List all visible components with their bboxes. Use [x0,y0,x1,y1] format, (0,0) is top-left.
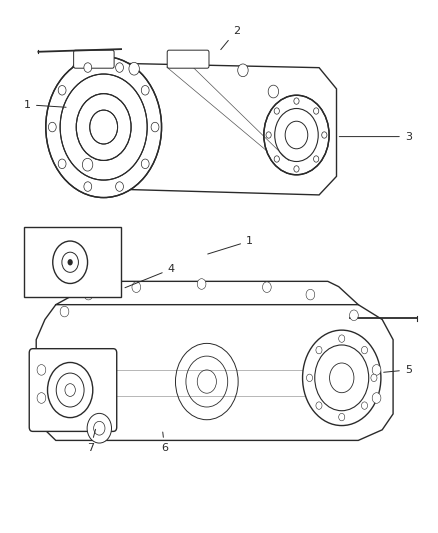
Text: 6: 6 [161,432,168,453]
Circle shape [339,414,345,421]
Circle shape [372,393,381,403]
Circle shape [82,158,93,171]
Circle shape [141,159,149,168]
FancyBboxPatch shape [74,50,114,68]
Text: 4: 4 [125,264,175,288]
Circle shape [67,259,73,265]
Circle shape [266,132,271,138]
FancyBboxPatch shape [29,349,117,431]
Text: 1: 1 [208,236,253,254]
Circle shape [262,282,271,293]
Circle shape [141,85,149,95]
Circle shape [46,56,162,198]
Text: 7: 7 [87,429,95,453]
Circle shape [307,374,313,382]
Circle shape [361,346,367,354]
Circle shape [60,306,69,317]
Bar [24,227,120,297]
Circle shape [372,365,381,375]
Circle shape [350,310,358,320]
Circle shape [37,393,46,403]
Text: 2: 2 [221,26,240,50]
Circle shape [53,241,88,284]
Circle shape [132,282,141,293]
Circle shape [314,108,319,114]
Circle shape [306,289,315,300]
Circle shape [339,335,345,342]
Text: 5: 5 [384,365,412,375]
Circle shape [274,108,279,114]
Circle shape [116,182,124,191]
Polygon shape [58,62,336,195]
Circle shape [294,166,299,172]
Circle shape [84,182,92,191]
Polygon shape [36,305,393,440]
Circle shape [264,95,329,175]
Circle shape [47,362,93,418]
Circle shape [314,156,319,162]
Circle shape [151,122,159,132]
Circle shape [58,159,66,168]
Circle shape [371,374,377,382]
Circle shape [268,85,279,98]
Circle shape [316,346,322,354]
Circle shape [274,156,279,162]
Circle shape [322,132,327,138]
Circle shape [129,62,139,75]
Circle shape [361,402,367,409]
Circle shape [303,330,381,425]
Text: 1: 1 [24,100,66,110]
Circle shape [238,64,248,77]
Circle shape [84,289,93,300]
Circle shape [84,63,92,72]
Circle shape [87,414,112,443]
FancyBboxPatch shape [167,50,209,68]
Circle shape [116,63,124,72]
Circle shape [294,98,299,104]
Text: 3: 3 [339,132,412,142]
Circle shape [58,85,66,95]
Circle shape [48,122,56,132]
Circle shape [197,279,206,289]
Circle shape [316,402,322,409]
Circle shape [37,365,46,375]
